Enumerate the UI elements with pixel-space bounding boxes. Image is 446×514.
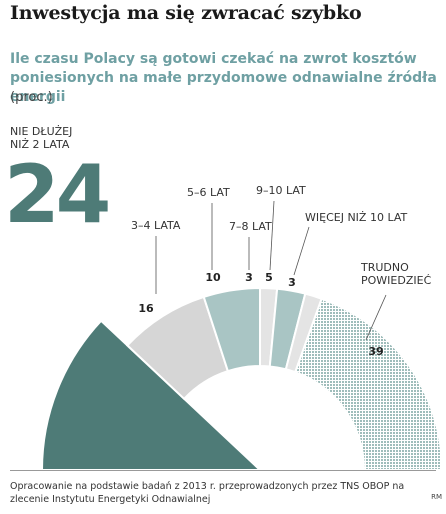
value-label-3-4-lata: 16	[138, 302, 154, 315]
category-label-7-8-lat: 7–8 LAT	[229, 220, 272, 233]
footer-divider	[10, 470, 436, 471]
value-label-wiecej-niz-10-lat: 3	[288, 276, 296, 289]
slice-trudno-powiedziec	[293, 297, 444, 470]
value-label-9-10-lat: 5	[265, 271, 273, 284]
source-note: Opracowanie na podstawie badań z 2013 r.…	[10, 481, 405, 505]
chart-subtitle: Ile czasu Polacy są gotowi czekać na zwr…	[10, 51, 437, 105]
value-label-5-6-lat: 10	[205, 271, 221, 284]
category-label-9-10-lat: 9–10 LAT	[256, 184, 306, 197]
category-label-3-4-lata: 3–4 LATA	[131, 219, 181, 232]
slice-nie-dluzej-niz-2-lata	[40, 319, 262, 470]
unit-label: (proc.)	[10, 90, 53, 105]
leader-line-trudno-powiedziec	[365, 294, 387, 341]
leader-line-9-10-lat	[269, 200, 275, 271]
chart-title: Inwestycja ma się zwracać szybko	[10, 2, 362, 24]
category-label-wiecej-niz-10-lat: WIĘCEJ NIŻ 10 LAT	[305, 211, 407, 224]
author-credit: RM	[431, 493, 442, 501]
value-label-trudno-powiedziec: 39	[368, 345, 383, 358]
category-label-trudno-powiedziec: TRUDNO POWIEDZIEĆ	[360, 261, 432, 287]
leader-line-wiecej-niz-10-lat	[293, 226, 310, 276]
category-label-nie-dluzej-niz-2-lata: NIE DŁUŻEJ NIŻ 2 LATA	[10, 125, 72, 151]
category-label-5-6-lat: 5–6 LAT	[187, 186, 230, 199]
value-label-7-8-lat: 3	[245, 271, 253, 284]
value-label-nie-dluzej-niz-2-lata: 24	[4, 148, 108, 241]
